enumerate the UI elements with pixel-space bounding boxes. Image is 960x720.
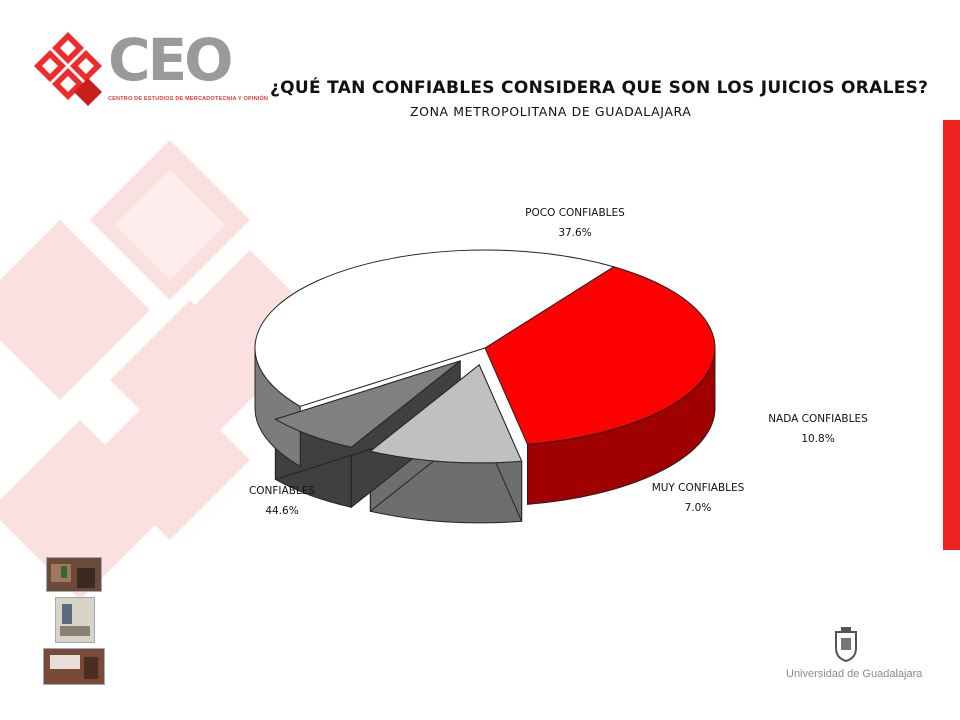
- photo-thumbnail-2: [55, 597, 95, 643]
- slice-label: CONFIABLES: [249, 485, 315, 497]
- slice-label: MUY CONFIABLES: [652, 482, 745, 494]
- photo-thumbnail-1: [46, 557, 102, 592]
- side-accent-bar: [943, 120, 960, 550]
- pie-slice: [369, 364, 523, 464]
- chart-title: ¿QUÉ TAN CONFIABLES CONSIDERA QUE SON LO…: [270, 78, 929, 98]
- slice-value-label: 37.6%: [558, 227, 591, 239]
- slice-label: NADA CONFIABLES: [768, 413, 868, 425]
- logo-subtitle: CENTRO DE ESTUDIOS DE MERCADOTECNIA Y OP…: [108, 96, 269, 102]
- photo-thumbnail-3: [43, 648, 105, 685]
- ceo-logo: [34, 32, 102, 106]
- slice-value-label: 44.6%: [265, 505, 298, 517]
- pie-slice: [274, 360, 461, 448]
- chart-subtitle: ZONA METROPOLITANA DE GUADALAJARA: [410, 104, 692, 119]
- pie-slice: [484, 266, 716, 445]
- pie-tops: [254, 249, 716, 464]
- slice-value-label: 7.0%: [685, 502, 712, 514]
- logo-wordmark: CEO: [108, 26, 233, 94]
- slice-label: POCO CONFIABLES: [525, 207, 625, 219]
- university-seal: [835, 627, 857, 662]
- university-name: Universidad de Guadalajara: [786, 668, 923, 680]
- slice-value-label: 10.8%: [801, 433, 834, 445]
- pie-slice: [254, 249, 615, 407]
